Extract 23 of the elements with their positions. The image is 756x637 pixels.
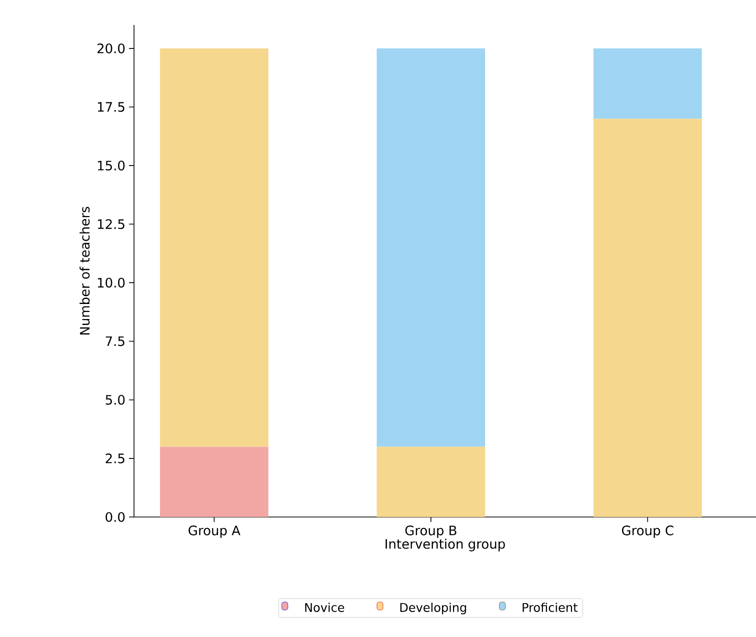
bar <box>160 446 268 517</box>
y-tick-label: 2.5 <box>106 454 124 464</box>
bar <box>160 48 268 447</box>
bar <box>593 48 702 119</box>
legend-label: Novice <box>305 602 344 612</box>
x-tick-label: Group B <box>405 526 456 538</box>
legend-label: Developing <box>400 602 466 614</box>
bar <box>376 48 486 447</box>
x-tick-label: Group C <box>622 526 674 538</box>
y-tick-label: 5.0 <box>106 394 125 405</box>
bar <box>593 118 702 517</box>
y-axis-title: Number of teachers <box>80 206 90 335</box>
x-tick-label: Group A <box>188 526 240 538</box>
y-tick-label: 15.0 <box>98 160 125 170</box>
x-axis-title: Intervention group <box>386 538 505 552</box>
y-tick-label: 12.5 <box>98 219 124 230</box>
y-tick-label: 0.0 <box>106 512 125 522</box>
bar <box>376 446 486 517</box>
legend-label: Proficient <box>522 602 578 612</box>
y-tick-label: 20.0 <box>97 44 125 54</box>
y-tick-label: 17.5 <box>98 102 124 112</box>
y-tick-label: 10.0 <box>98 278 125 288</box>
y-tick-label: 7.5 <box>106 336 124 346</box>
